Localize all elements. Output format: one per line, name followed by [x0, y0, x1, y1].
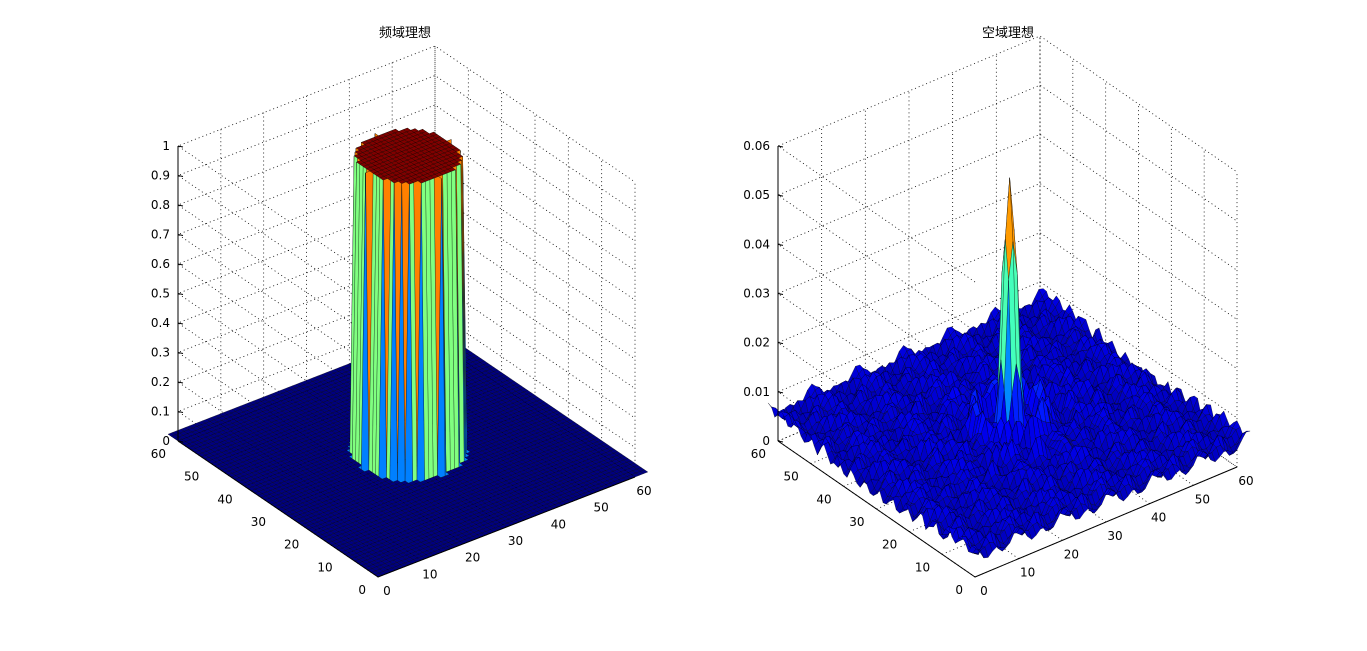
- z-tick-label: 0.6: [151, 257, 170, 271]
- z-gridline: [177, 163, 636, 401]
- z-gridline: [177, 222, 636, 460]
- x-tick-label: 20: [465, 551, 480, 565]
- x-tick-label: 40: [551, 517, 566, 531]
- chart-title: 空域理想: [982, 25, 1034, 41]
- z-tick-label: 0.9: [151, 169, 170, 183]
- y-tick-label: 50: [184, 470, 199, 484]
- y-tick-label: 10: [317, 560, 332, 574]
- axes-right-spatial: 空域理想 0102030405060010203040506000.010.02…: [743, 25, 1253, 598]
- x-tick-label: 0: [383, 584, 391, 598]
- x-tick-label: 60: [636, 484, 651, 498]
- y-gridline: [311, 136, 569, 533]
- z-tick-label: 0.7: [151, 228, 170, 242]
- z-gridline: [177, 75, 636, 312]
- y-gridline: [377, 182, 636, 578]
- z-gridline: [177, 45, 636, 283]
- x-tick-label: 30: [508, 534, 523, 548]
- y-tick-label: 40: [217, 492, 232, 506]
- z-tick-label: 0.2: [151, 375, 170, 389]
- z-tick-label: 0.4: [151, 316, 170, 330]
- y-tick-label: 60: [151, 447, 166, 461]
- axes-left-frequency: 频域理想 0102030405060010203040506000.10.20.…: [151, 25, 652, 598]
- z-tick-label: 1: [162, 139, 170, 153]
- z-gridline: [177, 134, 636, 371]
- z-tick-label: 0.8: [151, 198, 170, 212]
- z-tick-label: 0.3: [151, 346, 170, 360]
- x-tick-label: 10: [422, 567, 437, 581]
- z-tick-label: 0.1: [151, 405, 170, 419]
- y-gridline: [244, 91, 503, 487]
- y-gridline: [344, 159, 603, 555]
- chart-title: 频域理想: [379, 25, 431, 41]
- z-tick-label: 0: [162, 434, 170, 448]
- y-tick-label: 30: [251, 515, 266, 529]
- z-gridline: [177, 193, 636, 430]
- z-gridline: [177, 104, 636, 342]
- y-tick-label: 0: [358, 583, 366, 597]
- y-gridline: [211, 68, 469, 465]
- y-tick-label: 20: [284, 538, 299, 552]
- z-tick-label: 0.5: [151, 287, 170, 301]
- x-tick-label: 50: [594, 501, 609, 515]
- y-gridline: [277, 114, 536, 510]
